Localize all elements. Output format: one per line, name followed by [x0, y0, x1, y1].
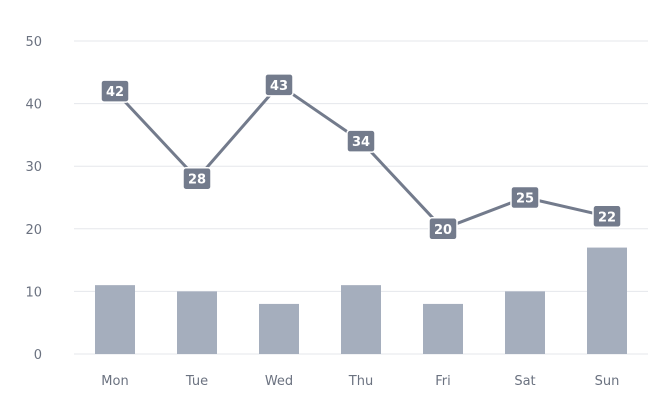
- bar: [505, 291, 545, 354]
- y-tick-label: 40: [25, 98, 42, 113]
- data-label-badge: [592, 204, 622, 229]
- x-axis: Mon Tue Wed Thu Fri Sat Sun: [101, 374, 619, 389]
- x-tick-label: Tue: [185, 374, 208, 389]
- data-label: 42: [106, 85, 124, 100]
- data-label: 28: [188, 173, 206, 188]
- bar: [259, 303, 299, 354]
- data-label-badge: [182, 166, 212, 191]
- line-data-labels: 42 28 43 34 20 25 22: [100, 73, 622, 241]
- y-tick-label: 0: [34, 348, 42, 363]
- x-tick-label: Thu: [348, 374, 373, 389]
- y-tick-label: 30: [25, 160, 42, 175]
- bar: [95, 285, 135, 354]
- x-tick-label: Mon: [101, 374, 128, 389]
- y-tick-label: 20: [25, 223, 42, 238]
- x-tick-label: Fri: [435, 374, 451, 389]
- bar: [587, 247, 627, 354]
- data-label: 43: [270, 79, 288, 94]
- y-axis: 0 10 20 30 40 50: [25, 35, 42, 363]
- data-label-badge: [264, 73, 294, 97]
- data-label: 22: [598, 210, 616, 225]
- data-label-badge: [428, 217, 458, 241]
- data-label: 34: [352, 135, 370, 150]
- data-label: 20: [434, 223, 452, 238]
- x-tick-label: Sat: [514, 374, 535, 389]
- data-label-badge: [510, 185, 540, 210]
- y-tick-label: 10: [25, 285, 42, 300]
- bar-series: [95, 247, 627, 354]
- data-label-badge: [346, 129, 376, 153]
- bar: [423, 303, 463, 354]
- data-label: 25: [516, 192, 534, 207]
- bar: [177, 291, 217, 354]
- x-tick-label: Sun: [595, 374, 620, 389]
- grid-lines: [74, 40, 648, 355]
- data-label-badge: [100, 79, 130, 103]
- x-tick-label: Wed: [265, 374, 293, 389]
- y-tick-label: 50: [25, 35, 42, 50]
- bar: [341, 285, 381, 354]
